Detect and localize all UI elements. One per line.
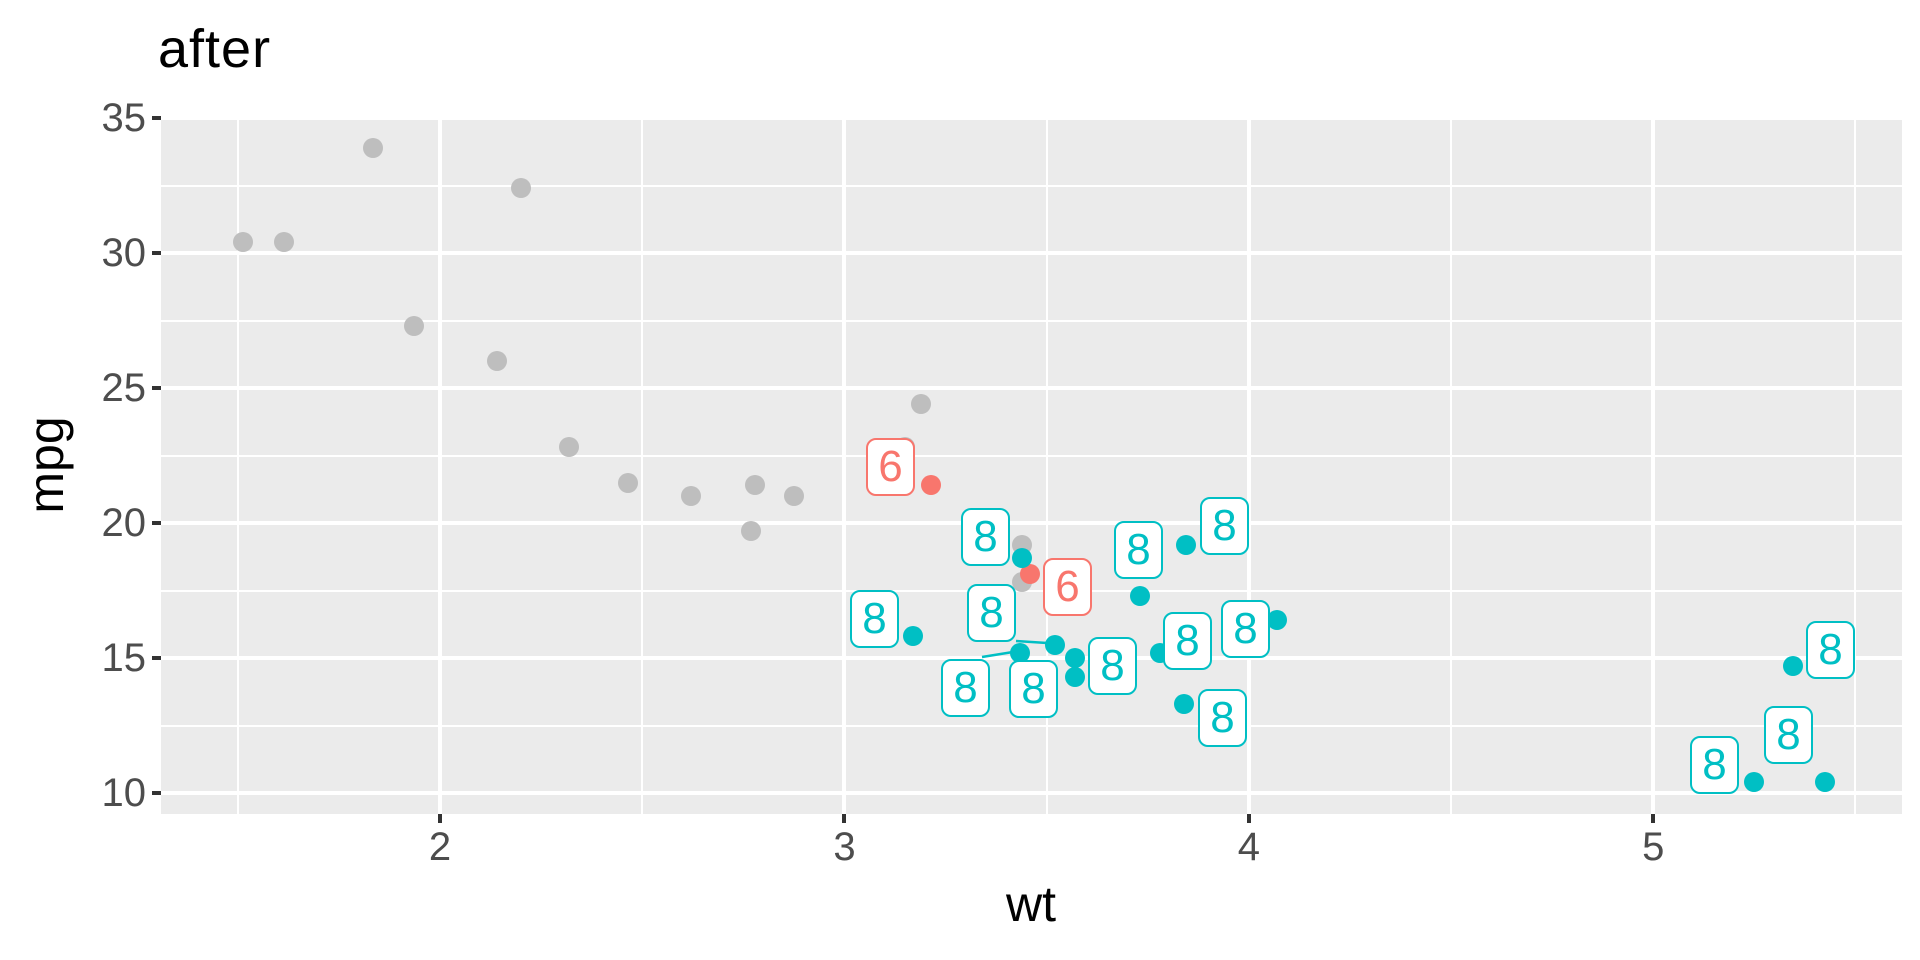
data-point-unhighlighted — [274, 232, 295, 253]
data-point-unhighlighted — [363, 137, 384, 158]
x-tick-label: 4 — [1237, 825, 1260, 869]
gridline-minor-x — [236, 116, 239, 814]
y-tick-label: 20 — [101, 501, 147, 546]
point-label-box: 8 — [1163, 612, 1212, 670]
gridline-minor-x — [641, 116, 644, 814]
data-point-cyl-8 — [1267, 610, 1288, 631]
point-label-box: 8 — [1764, 706, 1813, 764]
point-label-box: 8 — [941, 659, 990, 717]
plot-title: after — [158, 19, 272, 79]
y-axis-title: mpg — [18, 416, 74, 514]
data-point-cyl-8 — [1744, 772, 1765, 793]
gridline-major-y — [161, 251, 1902, 256]
point-label-box: 6 — [1043, 558, 1092, 616]
gridline-minor-y — [161, 454, 1902, 457]
gridline-major-y — [161, 116, 1902, 121]
gridline-major-x — [842, 116, 847, 814]
data-point-cyl-6 — [921, 475, 942, 496]
y-tick-mark — [152, 521, 161, 526]
x-tick-label: 2 — [428, 825, 452, 869]
x-tick-mark — [1246, 814, 1251, 823]
data-point-unhighlighted — [741, 521, 762, 542]
data-point-cyl-8 — [1176, 534, 1197, 555]
x-tick-label: 3 — [833, 825, 856, 869]
point-label-box: 8 — [1806, 621, 1855, 679]
gridline-major-y — [161, 656, 1902, 661]
data-point-unhighlighted — [911, 394, 932, 415]
point-label-box: 8 — [1088, 637, 1137, 695]
data-point-cyl-8 — [1129, 585, 1150, 606]
data-point-unhighlighted — [233, 232, 254, 253]
data-point-cyl-8 — [1064, 648, 1085, 669]
data-point-unhighlighted — [680, 486, 701, 507]
gridline-minor-y — [161, 724, 1902, 727]
y-tick-label: 30 — [101, 231, 147, 276]
y-tick-mark — [152, 251, 161, 256]
gridline-minor-x — [1045, 116, 1048, 814]
point-label-box: 8 — [1221, 600, 1270, 658]
point-label-box: 8 — [850, 590, 899, 648]
point-label-box: 8 — [1114, 521, 1163, 579]
data-point-cyl-8 — [1010, 642, 1031, 663]
point-label-box: 8 — [1690, 736, 1739, 794]
gridline-minor-x — [1854, 116, 1857, 814]
y-tick-mark — [152, 386, 161, 391]
data-point-cyl-8 — [903, 626, 924, 647]
data-point-unhighlighted — [510, 178, 531, 199]
gridline-major-y — [161, 791, 1902, 796]
gridline-major-x — [438, 116, 443, 814]
data-point-unhighlighted — [559, 437, 580, 458]
x-axis-title: wt — [1006, 876, 1056, 932]
point-label-box: 8 — [967, 584, 1016, 642]
data-point-unhighlighted — [403, 315, 424, 336]
data-point-unhighlighted — [486, 351, 507, 372]
gridline-major-x — [1246, 116, 1251, 814]
y-tick-label: 35 — [101, 96, 147, 141]
gridline-minor-y — [161, 589, 1902, 592]
y-tick-mark — [152, 656, 161, 661]
x-tick-mark — [842, 814, 847, 823]
data-point-cyl-8 — [1814, 772, 1835, 793]
data-point-cyl-8 — [1782, 656, 1803, 677]
data-point-cyl-8 — [1012, 548, 1033, 569]
y-tick-label: 10 — [101, 771, 147, 816]
gridline-major-y — [161, 521, 1902, 526]
data-point-unhighlighted — [783, 486, 804, 507]
data-point-cyl-8 — [1174, 693, 1195, 714]
y-tick-mark — [152, 116, 161, 121]
gridline-minor-y — [161, 319, 1902, 322]
point-label-box: 6 — [866, 438, 915, 496]
data-point-unhighlighted — [618, 472, 639, 493]
y-tick-label: 15 — [101, 636, 147, 681]
gridline-major-y — [161, 386, 1902, 391]
gridline-major-x — [1651, 116, 1656, 814]
y-tick-label: 25 — [101, 366, 147, 411]
x-tick-label: 5 — [1642, 825, 1665, 869]
x-tick-mark — [1651, 814, 1656, 823]
data-point-unhighlighted — [745, 475, 766, 496]
gridline-minor-y — [161, 184, 1902, 187]
gridline-minor-x — [1450, 116, 1453, 814]
data-point-cyl-8 — [1064, 666, 1085, 687]
point-label-box: 8 — [1200, 497, 1249, 555]
y-tick-mark — [152, 791, 161, 796]
point-label-box: 8 — [1009, 660, 1058, 718]
data-point-cyl-8 — [1044, 634, 1065, 655]
point-label-box: 8 — [1198, 689, 1247, 747]
point-label-box: 8 — [961, 508, 1010, 566]
data-point-cyl-6 — [1020, 564, 1041, 585]
x-tick-mark — [438, 814, 443, 823]
